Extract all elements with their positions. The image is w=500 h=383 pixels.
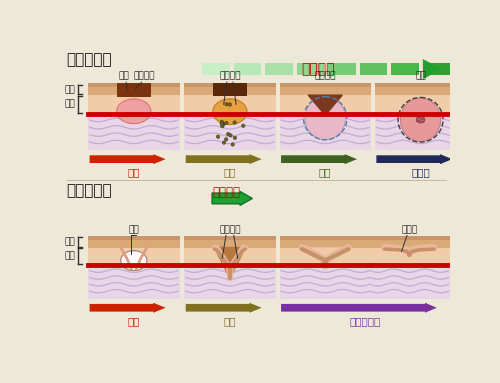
Circle shape [220, 120, 224, 123]
Text: 真皮再構築: 真皮再構築 [349, 316, 380, 326]
Text: 増殖: 増殖 [319, 168, 332, 178]
Bar [296, 63, 324, 75]
Text: 免疫細胞: 免疫細胞 [219, 72, 240, 80]
Circle shape [224, 137, 228, 141]
Bar [88, 236, 180, 247]
Bar [280, 236, 371, 240]
Circle shape [222, 122, 225, 126]
Text: 止血: 止血 [128, 168, 140, 178]
Bar [360, 63, 388, 75]
Text: 止血: 止血 [128, 316, 140, 326]
Bar [184, 247, 276, 265]
Bar [375, 113, 466, 150]
Bar [280, 236, 371, 247]
Bar [368, 236, 450, 240]
Bar [280, 83, 371, 87]
Bar [375, 83, 466, 87]
Bar [280, 113, 371, 150]
Circle shape [222, 141, 226, 144]
FancyArrow shape [376, 154, 452, 164]
Bar [88, 95, 180, 113]
Polygon shape [423, 59, 442, 79]
Bar [280, 83, 371, 95]
Bar [184, 83, 276, 87]
FancyArrow shape [212, 192, 252, 205]
Circle shape [216, 135, 220, 138]
Text: 真皮: 真皮 [65, 100, 76, 109]
FancyArrow shape [281, 154, 357, 164]
Text: 免疫細胞: 免疫細胞 [219, 225, 240, 234]
Circle shape [242, 124, 245, 128]
Circle shape [233, 121, 236, 124]
Circle shape [224, 121, 228, 124]
Bar [368, 265, 450, 299]
Bar [328, 63, 356, 75]
FancyArrow shape [281, 303, 436, 313]
Bar [375, 95, 466, 113]
Circle shape [220, 122, 224, 125]
Bar [280, 265, 371, 299]
Polygon shape [117, 99, 151, 124]
Bar [184, 236, 276, 247]
Text: 肉芽組織: 肉芽組織 [314, 72, 336, 80]
Bar [184, 236, 276, 240]
Text: 再表皮化: 再表皮化 [302, 62, 335, 76]
Bar [392, 63, 419, 75]
Ellipse shape [416, 117, 424, 123]
Circle shape [229, 134, 232, 137]
Text: 血餅: 血餅 [128, 225, 139, 234]
Ellipse shape [400, 98, 440, 141]
Text: 成体イモリ: 成体イモリ [66, 183, 112, 198]
Text: 真皮: 真皮 [65, 252, 76, 260]
Bar [184, 83, 276, 95]
Circle shape [228, 103, 232, 106]
Bar [88, 236, 180, 240]
Text: 再表皮化: 再表皮化 [212, 186, 240, 199]
Bar [423, 63, 450, 75]
Bar [202, 63, 230, 75]
Circle shape [225, 103, 228, 106]
Bar [117, 83, 151, 97]
Text: 表皮: 表皮 [65, 85, 76, 94]
FancyArrow shape [90, 303, 166, 313]
Polygon shape [302, 247, 348, 266]
Text: 生後のヒト: 生後のヒト [66, 52, 112, 67]
Text: 炎症: 炎症 [224, 316, 236, 326]
Text: 表皮: 表皮 [65, 237, 76, 246]
FancyArrow shape [186, 303, 262, 313]
Bar [184, 265, 276, 299]
Text: 炎症: 炎症 [224, 168, 236, 178]
Polygon shape [120, 250, 147, 271]
Bar [375, 83, 466, 95]
FancyArrow shape [186, 154, 262, 164]
Bar [88, 83, 180, 87]
FancyArrow shape [90, 154, 166, 164]
Text: かさぶた: かさぶた [133, 72, 154, 80]
Circle shape [226, 133, 230, 136]
Text: 血餅: 血餅 [118, 72, 129, 80]
Circle shape [231, 143, 234, 146]
Bar [234, 63, 261, 75]
Text: 瘢痕: 瘢痕 [415, 72, 426, 80]
Bar [213, 83, 247, 96]
Bar [184, 95, 276, 113]
Bar [368, 236, 450, 247]
Bar [280, 95, 371, 113]
Bar [88, 265, 180, 299]
Circle shape [220, 124, 224, 128]
Bar [88, 247, 180, 265]
Polygon shape [308, 95, 342, 115]
Bar [280, 247, 371, 265]
Polygon shape [213, 99, 247, 124]
Bar [184, 113, 276, 150]
Bar [368, 247, 450, 265]
Bar [265, 63, 292, 75]
Text: 再構成: 再構成 [411, 168, 430, 178]
Bar [88, 83, 180, 95]
Polygon shape [214, 247, 246, 278]
Circle shape [233, 136, 236, 139]
Text: 無瘢痕: 無瘢痕 [401, 225, 417, 234]
Bar [88, 113, 180, 150]
Ellipse shape [305, 97, 346, 140]
